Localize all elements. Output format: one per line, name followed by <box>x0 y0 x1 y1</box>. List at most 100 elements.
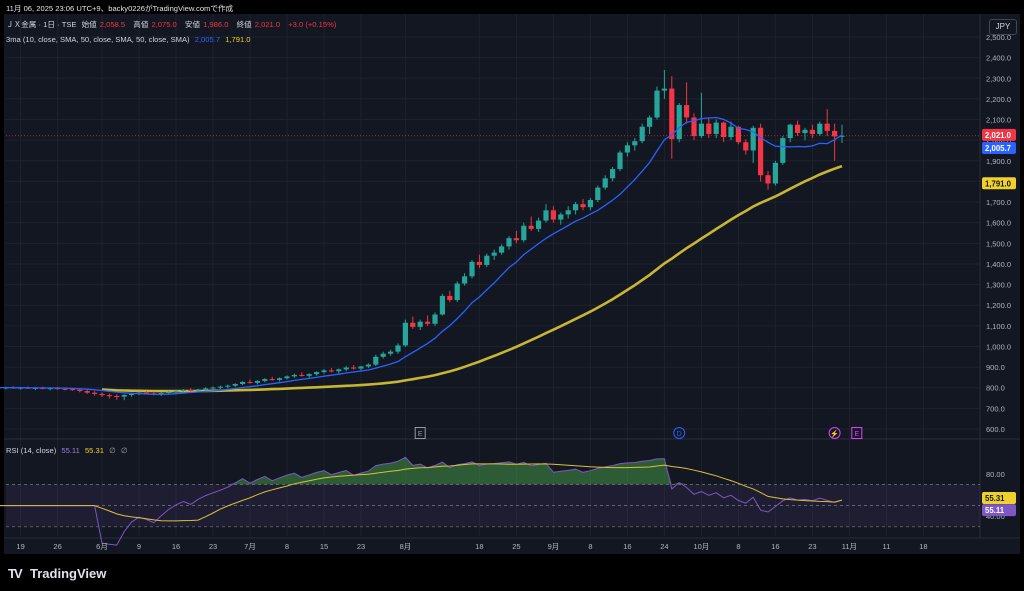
candle-body <box>661 88 667 91</box>
candle-body <box>462 276 468 284</box>
time-tick-label: 15 <box>320 542 328 551</box>
candle-body <box>772 162 778 184</box>
candle-body <box>447 295 453 301</box>
candle-body <box>129 393 135 395</box>
candle-body <box>432 314 438 324</box>
ma-slow-line <box>101 164 843 393</box>
candle-body <box>380 353 386 357</box>
candle-body <box>77 389 83 392</box>
ma-legend[interactable]: 3ma (10, close, SMA, 50, close, SMA, 50,… <box>6 35 254 44</box>
candle-body <box>121 394 127 397</box>
candle-body <box>166 391 172 394</box>
rsi-label: RSI (14, close) <box>6 446 57 455</box>
candle-body <box>158 393 164 395</box>
candle-body <box>395 345 401 352</box>
candle-body <box>114 395 120 397</box>
price-tags: 2,021.0 2,005.7 1,791.0 55.31 55.11 <box>982 128 1016 517</box>
candle-body <box>69 389 75 391</box>
ma-fast-tag-label: 2,005.7 <box>985 144 1011 153</box>
candle-body <box>358 366 364 369</box>
candle-body <box>188 390 194 392</box>
candle-body <box>743 142 749 151</box>
time-tick-label: 8 <box>285 542 289 551</box>
candle-body <box>573 204 579 211</box>
candle-body <box>240 381 246 385</box>
candle-body <box>284 376 290 379</box>
candle-body <box>536 220 542 229</box>
candle-body <box>713 122 719 134</box>
candle-body <box>558 214 564 220</box>
price-tick-label: 1,200.0 <box>986 301 1011 310</box>
candle-body <box>632 141 638 146</box>
candle-body <box>365 364 371 367</box>
ma-label: 3ma (10, close, SMA, 50, close, SMA, 50,… <box>6 35 190 44</box>
candle-body <box>765 175 771 184</box>
time-tick-label: 8 <box>588 542 592 551</box>
candle-body <box>210 387 216 389</box>
candle-body <box>143 392 149 394</box>
price-tick-label: 2,100.0 <box>986 116 1011 125</box>
high-value: 2,075.0 <box>151 20 177 29</box>
time-tick-label: 16 <box>623 542 631 551</box>
time-tick-label: 8 <box>736 542 740 551</box>
candle-body <box>84 391 90 393</box>
rsi-value: 55.11 <box>61 446 80 455</box>
time-tick-label: 25 <box>512 542 520 551</box>
event-markers[interactable]: E D ⚡ E <box>414 427 863 439</box>
price-tick-label: 1,000.0 <box>986 342 1011 351</box>
candle-body <box>809 129 815 134</box>
null-icon: ∅ <box>120 446 128 455</box>
candle-body <box>817 123 823 134</box>
time-tick-label: 23 <box>808 542 816 551</box>
candle-body <box>99 393 105 396</box>
candle-body <box>506 238 512 247</box>
time-tick-label: 16 <box>771 542 779 551</box>
ma-slow-tag-label: 1,791.0 <box>985 179 1012 188</box>
symbol-title[interactable]: ＪＸ金属 · 1日 · TSE <box>6 20 77 29</box>
change-value: +3.0 (+0.15%) <box>288 20 337 29</box>
candle-body <box>602 178 608 188</box>
candle-body <box>528 225 534 229</box>
candle-body <box>787 124 793 139</box>
candle-body <box>543 210 549 221</box>
price-tick-label: 1,500.0 <box>986 239 1011 248</box>
rsi-line <box>0 456 843 546</box>
marker-label: E <box>854 431 859 438</box>
candle-body <box>469 261 475 277</box>
candle-body <box>299 374 305 376</box>
candle-body <box>647 117 653 127</box>
candle-body <box>839 135 845 137</box>
candle-body <box>610 169 616 179</box>
candle-body <box>669 88 675 140</box>
rsi-legend[interactable]: RSI (14, close) 55.11 55.31 ∅ ∅ <box>6 446 130 455</box>
currency-badge[interactable]: JPY <box>989 19 1017 35</box>
rsi-ma-line <box>0 463 843 522</box>
rsi-overbought-fill <box>0 457 842 485</box>
candle-body <box>321 370 327 373</box>
candle-body <box>388 351 394 354</box>
candle-body <box>587 199 593 208</box>
price-tick-label: 2,200.0 <box>986 95 1011 104</box>
price-tick-label: 1,100.0 <box>986 322 1011 331</box>
time-tick-label: 24 <box>660 542 668 551</box>
candle-body <box>617 152 623 170</box>
candle-body <box>706 123 712 134</box>
candle-body <box>232 384 238 386</box>
candle-body <box>373 356 379 365</box>
time-tick-label: 11月 <box>842 542 857 551</box>
marker-badge <box>414 427 426 439</box>
candle-body <box>824 123 830 131</box>
rsi-tag-label: 55.11 <box>985 506 1005 515</box>
candle-body <box>691 117 697 137</box>
time-tick-label: 9月 <box>548 542 560 551</box>
time-tick-label: 7月 <box>244 542 256 551</box>
price-tick-label: 1,600.0 <box>986 219 1011 228</box>
time-tick-label: 9 <box>137 542 141 551</box>
time-axis[interactable]: 19 26 6月 9 16 23 7月 8 15 23 8月 18 25 9月 8 16 24 10月 8 16 23 1… <box>16 542 927 551</box>
rsi-pane <box>0 456 980 546</box>
candle-body <box>195 389 201 391</box>
candle-body <box>417 321 423 327</box>
candle-body <box>247 381 253 383</box>
candle-body <box>565 210 571 215</box>
